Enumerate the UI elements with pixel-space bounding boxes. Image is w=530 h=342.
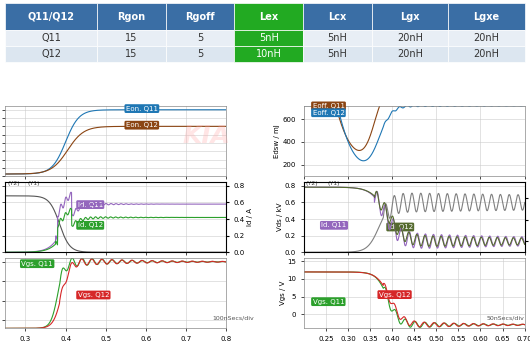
Text: 20nH: 20nH	[473, 32, 499, 42]
Text: Eoff. Q11: Eoff. Q11	[313, 103, 344, 109]
Text: Lgxe: Lgxe	[473, 12, 500, 22]
Text: Eon. Q11: Eon. Q11	[126, 106, 158, 111]
Bar	[303, 30, 372, 45]
Text: 50nSecs/div: 50nSecs/div	[487, 316, 525, 321]
Text: 5nH: 5nH	[328, 49, 348, 58]
Text: 20nH: 20nH	[397, 49, 423, 58]
Text: Vgs. Q12: Vgs. Q12	[77, 292, 109, 298]
Text: 20nH: 20nH	[397, 32, 423, 42]
Text: Id. Q11: Id. Q11	[77, 201, 103, 208]
Bar	[448, 30, 525, 45]
Text: 15: 15	[125, 49, 137, 58]
Text: Rgoff: Rgoff	[186, 12, 215, 22]
Text: 5nH: 5nH	[328, 32, 348, 42]
Text: Q11/Q12: Q11/Q12	[28, 12, 75, 22]
Text: 10nH: 10nH	[256, 49, 282, 58]
Bar	[166, 30, 234, 45]
Text: Lcx: Lcx	[329, 12, 347, 22]
Text: 5nH: 5nH	[259, 32, 279, 42]
Text: Id. Q11: Id. Q11	[321, 222, 347, 228]
Text: 20nH: 20nH	[473, 49, 499, 58]
Text: (Y2): (Y2)	[7, 181, 20, 186]
Bar	[372, 3, 448, 30]
Bar	[5, 45, 97, 62]
Bar	[97, 3, 166, 30]
Text: Lex: Lex	[259, 12, 278, 22]
Text: Vgs. Q12: Vgs. Q12	[379, 292, 410, 298]
Text: (Y1): (Y1)	[328, 181, 340, 186]
Bar	[234, 3, 303, 30]
Bar	[234, 30, 303, 45]
Y-axis label: Edsw / mJ: Edsw / mJ	[274, 124, 280, 158]
Bar	[234, 45, 303, 62]
Bar	[448, 3, 525, 30]
Bar	[372, 45, 448, 62]
Text: Eoff. Q12: Eoff. Q12	[313, 110, 344, 116]
Text: Id. Q12: Id. Q12	[77, 222, 103, 228]
Text: Q12: Q12	[41, 49, 61, 58]
Text: Rgon: Rgon	[117, 12, 145, 22]
Y-axis label: Id / A: Id / A	[246, 208, 253, 226]
Text: Q11: Q11	[41, 32, 61, 42]
Bar	[448, 45, 525, 62]
Bar	[303, 45, 372, 62]
Bar	[166, 3, 234, 30]
Text: 5: 5	[197, 49, 203, 58]
Bar	[97, 30, 166, 45]
Bar	[5, 3, 97, 30]
Bar	[303, 3, 372, 30]
Text: Lgx: Lgx	[400, 12, 420, 22]
Text: (Y2): (Y2)	[306, 181, 319, 186]
Y-axis label: Vgs / V: Vgs / V	[280, 281, 286, 305]
Text: KIA: KIA	[182, 124, 230, 148]
Text: 5: 5	[197, 32, 203, 42]
Text: 15: 15	[125, 32, 137, 42]
Text: 100nSecs/div: 100nSecs/div	[213, 316, 254, 321]
Text: (Y1): (Y1)	[28, 181, 40, 186]
Bar	[97, 45, 166, 62]
Bar	[5, 30, 97, 45]
Text: Eon. Q12: Eon. Q12	[126, 122, 158, 128]
Bar	[166, 45, 234, 62]
Text: Vgs. Q11: Vgs. Q11	[21, 261, 53, 267]
Bar	[372, 30, 448, 45]
Text: Vgs. Q11: Vgs. Q11	[313, 299, 344, 305]
Text: Id. Q12: Id. Q12	[387, 224, 413, 230]
Y-axis label: Vds / kV: Vds / kV	[277, 203, 284, 231]
